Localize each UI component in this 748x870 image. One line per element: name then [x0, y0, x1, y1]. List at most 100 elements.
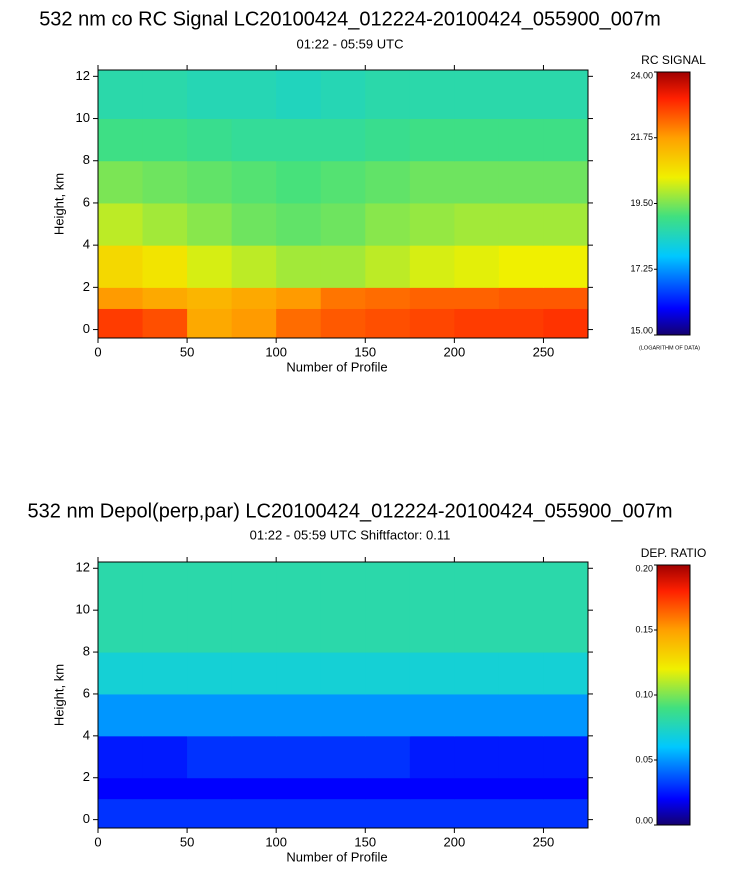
heatmap-cell — [543, 202, 589, 246]
y-tick-label: 6 — [83, 685, 90, 700]
heatmap-cell — [320, 610, 366, 653]
x-tick-label: 0 — [94, 344, 101, 359]
heatmap-cell — [320, 287, 366, 309]
heatmap-cell — [320, 777, 366, 800]
heatmap-cell — [365, 798, 411, 829]
heatmap-cell — [498, 798, 544, 829]
heatmap-cell — [498, 118, 544, 162]
x-tick-label: 150 — [354, 344, 376, 359]
heatmap-cell — [365, 562, 411, 611]
heatmap-cell — [142, 70, 188, 120]
heatmap-cell — [187, 735, 233, 779]
heatmap-cell — [231, 287, 277, 309]
heatmap-cell — [142, 610, 188, 653]
heatmap-cell — [98, 70, 144, 120]
heatmap-cell — [231, 798, 277, 829]
heatmap-cell — [543, 118, 589, 162]
x-tick-label: 50 — [180, 344, 194, 359]
heatmap-cell — [543, 735, 589, 779]
heatmap-cell — [454, 245, 500, 288]
heatmap-cell — [454, 798, 500, 829]
heatmap-cell — [98, 798, 144, 829]
heatmap-cell — [142, 287, 188, 309]
heatmap-cell — [365, 118, 411, 162]
heatmap-cell — [543, 777, 589, 800]
y-tick-label: 12 — [76, 68, 90, 83]
y-tick-label: 6 — [83, 194, 90, 209]
heatmap-cell — [498, 652, 544, 695]
chart-title: 532 nm Depol(perp,par) LC20100424_012224… — [28, 500, 673, 522]
heatmap-cell — [320, 562, 366, 611]
heatmap-cell — [498, 202, 544, 246]
heatmap-cell — [365, 202, 411, 246]
heatmap-cell — [498, 70, 544, 120]
y-axis-label: Height, km — [51, 664, 66, 726]
heatmap-cell — [187, 287, 233, 309]
heatmap-cell — [142, 798, 188, 829]
colorbar-label: RC SIGNAL — [641, 53, 706, 67]
heatmap-cell — [276, 202, 322, 246]
heatmap-cell — [498, 562, 544, 611]
heatmap-cell — [187, 245, 233, 288]
heatmap-cell — [498, 735, 544, 779]
heatmap-cell — [276, 693, 322, 737]
heatmap-cell — [231, 777, 277, 800]
x-axis-label: Number of Profile — [286, 849, 387, 864]
heatmap-cell — [409, 735, 455, 779]
heatmap-cell — [320, 735, 366, 779]
colorbar — [656, 71, 691, 336]
heatmap-cell — [98, 693, 144, 737]
y-tick-label: 4 — [83, 727, 90, 742]
colorbar-tick-label: 19.50 — [630, 198, 653, 208]
chart-subtitle: 01:22 - 05:59 UTC — [297, 36, 404, 51]
heatmap-cell — [543, 562, 589, 611]
heatmap-cell — [187, 308, 233, 339]
heatmap-cell — [98, 202, 144, 246]
colorbar-note: (LOGARITHM OF DATA) — [639, 345, 700, 351]
heatmap-cell — [98, 610, 144, 653]
colorbar-tick-label: 17.25 — [630, 264, 653, 274]
heatmap-cell — [187, 777, 233, 800]
chart-title: 532 nm co RC Signal LC20100424_012224-20… — [39, 8, 661, 30]
heatmap-cell — [320, 118, 366, 162]
heatmap-cell — [231, 70, 277, 120]
y-tick-label: 0 — [83, 321, 90, 336]
heatmap-cell — [142, 693, 188, 737]
heatmap-cell — [231, 308, 277, 339]
heatmap-cell — [142, 118, 188, 162]
heatmap-cell — [187, 693, 233, 737]
heatmap-cell — [365, 287, 411, 309]
heatmap-cell — [454, 610, 500, 653]
heatmap-cell — [454, 562, 500, 611]
heatmap-cell — [365, 777, 411, 800]
heatmap-cell — [187, 798, 233, 829]
heatmap-cell — [543, 160, 589, 204]
heatmap-cell — [187, 160, 233, 204]
heatmap-cell — [454, 202, 500, 246]
y-axis-label: Height, km — [51, 173, 66, 235]
heatmap-cell — [276, 118, 322, 162]
heatmap-cell — [543, 610, 589, 653]
colorbar-tick-label: 15.00 — [630, 325, 653, 335]
heatmap-cell — [231, 693, 277, 737]
heatmap-cell — [276, 287, 322, 309]
heatmap-cell — [409, 70, 455, 120]
heatmap-cell — [498, 160, 544, 204]
heatmap-cell — [276, 160, 322, 204]
heatmap-cell — [498, 693, 544, 737]
heatmap-cell — [454, 777, 500, 800]
y-tick-label: 10 — [76, 110, 90, 125]
heatmap-cell — [320, 693, 366, 737]
heatmap-cell — [409, 160, 455, 204]
heatmap-cell — [142, 308, 188, 339]
heatmap-cell — [142, 160, 188, 204]
x-tick-label: 250 — [533, 834, 555, 849]
x-tick-label: 200 — [444, 344, 466, 359]
heatmap-cell — [409, 562, 455, 611]
heatmap-cell — [409, 798, 455, 829]
heatmap-cell — [276, 777, 322, 800]
heatmap-cell — [320, 70, 366, 120]
heatmap-cell — [98, 652, 144, 695]
heatmap-cell — [142, 202, 188, 246]
x-tick-label: 250 — [533, 344, 555, 359]
